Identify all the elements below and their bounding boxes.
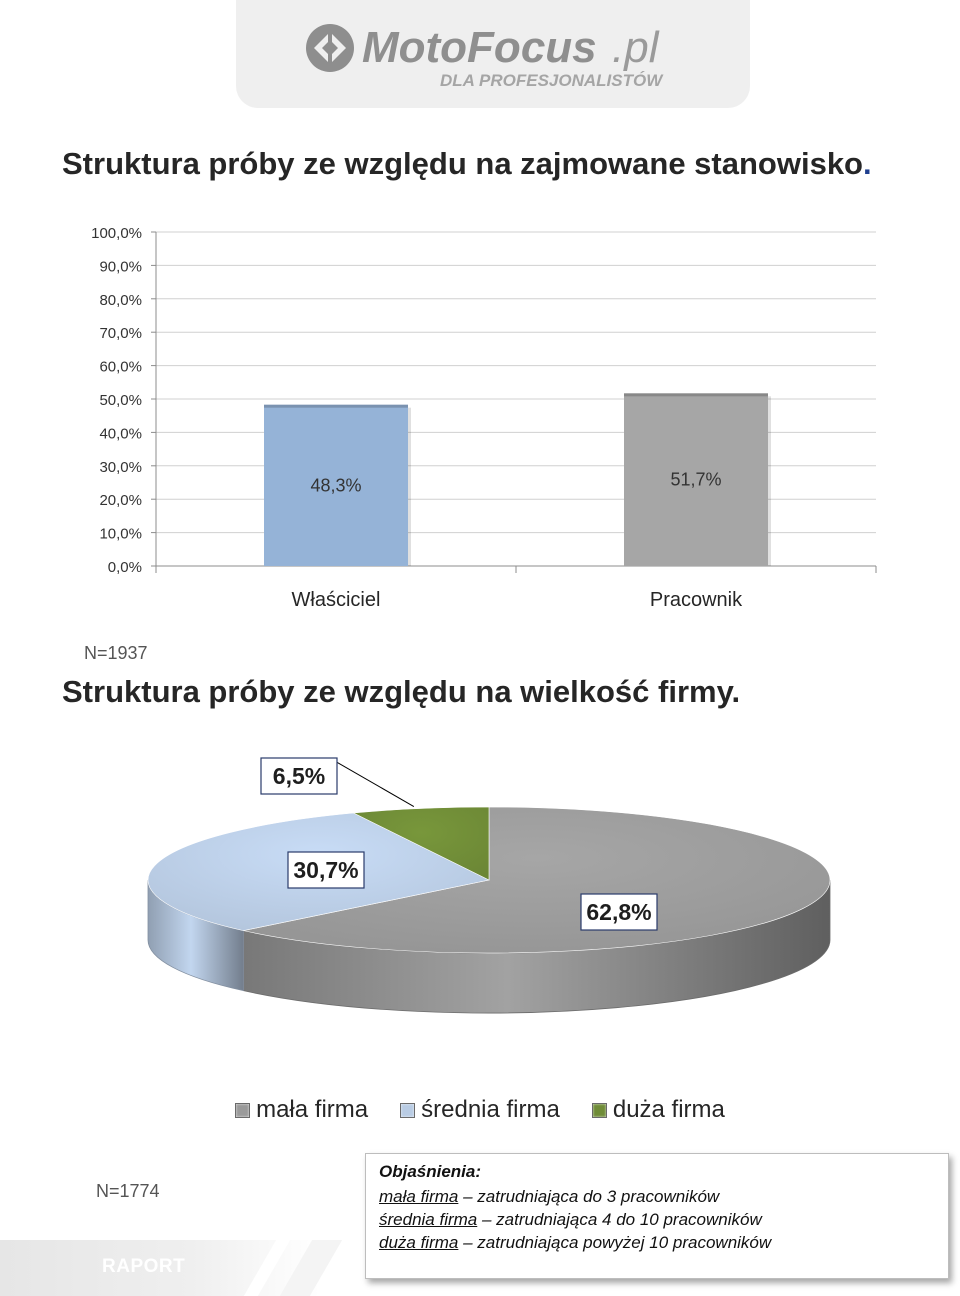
y-tick-label: 60,0% bbox=[99, 359, 142, 376]
y-tick-label: 30,0% bbox=[99, 459, 142, 476]
explanation-desc: – zatrudniająca do 3 pracowników bbox=[458, 1187, 720, 1206]
legend-swatch-srednia-firma bbox=[400, 1102, 416, 1118]
pie-slice bbox=[243, 806, 831, 954]
bar-group bbox=[264, 404, 411, 566]
explanation-box: Objaśnienia: mała firma – zatrudniająca … bbox=[365, 1153, 949, 1279]
bar-value-label: 48,3% bbox=[310, 475, 361, 495]
y-tick-label: 20,0% bbox=[99, 492, 142, 509]
x-category-label: Pracownik bbox=[650, 589, 743, 611]
chart1-title: Struktura próby ze względu na zajmowane … bbox=[62, 146, 872, 182]
y-tick-label: 90,0% bbox=[99, 258, 142, 275]
pie-value-label: 30,7% bbox=[293, 857, 358, 883]
chart2-sample-size: N=1774 bbox=[96, 1181, 160, 1201]
legend-label-duza-firma: duża firma bbox=[612, 1096, 725, 1123]
motofocus-logo: MotoFocus .pl DLA PROFESJONALISTÓW bbox=[306, 23, 664, 90]
y-tick-label: 0,0% bbox=[108, 559, 142, 576]
logo-brand-suffix: .pl bbox=[612, 23, 660, 72]
y-tick-label: 80,0% bbox=[99, 292, 142, 309]
legend-item-srednia-firma: średnia firma bbox=[400, 1096, 560, 1124]
logo-emblem-icon bbox=[306, 24, 354, 72]
x-category-label: Właściciel bbox=[292, 589, 381, 611]
bar bbox=[264, 404, 408, 566]
pie-label-box bbox=[287, 851, 365, 889]
pie-slice bbox=[352, 806, 490, 881]
explanation-line-srednia: średnia firma – zatrudniająca 4 do 10 pr… bbox=[379, 1210, 762, 1230]
bar-chart: 0,0% 10,0% 20,0% 30,0% 40,0% 50,0% 60,0% 70,0% 8… bbox=[91, 225, 877, 611]
legend-item-duza-firma: duża firma bbox=[591, 1096, 725, 1124]
explanation-term: mała firma bbox=[379, 1187, 459, 1206]
logo-brand-main: MotoFocus bbox=[362, 23, 597, 72]
pie-value-label: 62,8% bbox=[586, 899, 651, 925]
explanation-desc: – zatrudniająca 4 do 10 pracowników bbox=[477, 1210, 762, 1229]
logo-tagline: DLA PROFESJONALISTÓW bbox=[440, 71, 664, 90]
bar bbox=[624, 393, 768, 566]
chart1-title-dot: . bbox=[863, 146, 872, 181]
explanation-line-duza: duża firma – zatrudniająca powyżej 10 pr… bbox=[379, 1233, 771, 1253]
legend-label-mala-firma: mała firma bbox=[256, 1096, 369, 1123]
explanation-title: Objaśnienia: bbox=[379, 1162, 482, 1181]
chart1-sample-size: N=1937 bbox=[84, 643, 148, 663]
pie-legend: mała firma średnia firma duża firma bbox=[0, 1096, 960, 1124]
pie-label-box bbox=[260, 757, 338, 795]
bar-top-edge bbox=[624, 393, 768, 397]
y-tick-label: 10,0% bbox=[99, 526, 142, 543]
pie-value-label: 6,5% bbox=[273, 763, 325, 789]
pie-label-box bbox=[580, 893, 658, 931]
chart2-title: Struktura próby ze względu na wielkość f… bbox=[62, 674, 741, 709]
y-tick-label: 100,0% bbox=[91, 225, 142, 242]
explanation-term: duża firma bbox=[379, 1233, 459, 1252]
y-tick-label: 70,0% bbox=[99, 325, 142, 342]
legend-swatch-duza-firma bbox=[591, 1102, 607, 1118]
legend-label-srednia-firma: średnia firma bbox=[421, 1096, 560, 1123]
footer-label: RAPORT bbox=[102, 1256, 186, 1277]
bar-group bbox=[624, 393, 771, 566]
legend-item-mala-firma: mała firma bbox=[235, 1096, 368, 1124]
y-tick-label: 40,0% bbox=[99, 425, 142, 442]
bar-top-edge bbox=[264, 404, 408, 408]
bar-value-label: 51,7% bbox=[670, 470, 721, 490]
pie-leader-line bbox=[332, 759, 415, 807]
explanation-term: średnia firma bbox=[379, 1210, 478, 1229]
y-tick-label: 50,0% bbox=[99, 392, 142, 409]
legend-swatch-mala-firma bbox=[235, 1102, 251, 1118]
explanation-line-mala: mała firma – zatrudniająca do 3 pracowni… bbox=[379, 1187, 719, 1207]
chart1-title-text: Struktura próby ze względu na zajmowane … bbox=[62, 146, 863, 181]
explanation-desc: – zatrudniająca powyżej 10 pracowników bbox=[458, 1233, 772, 1252]
